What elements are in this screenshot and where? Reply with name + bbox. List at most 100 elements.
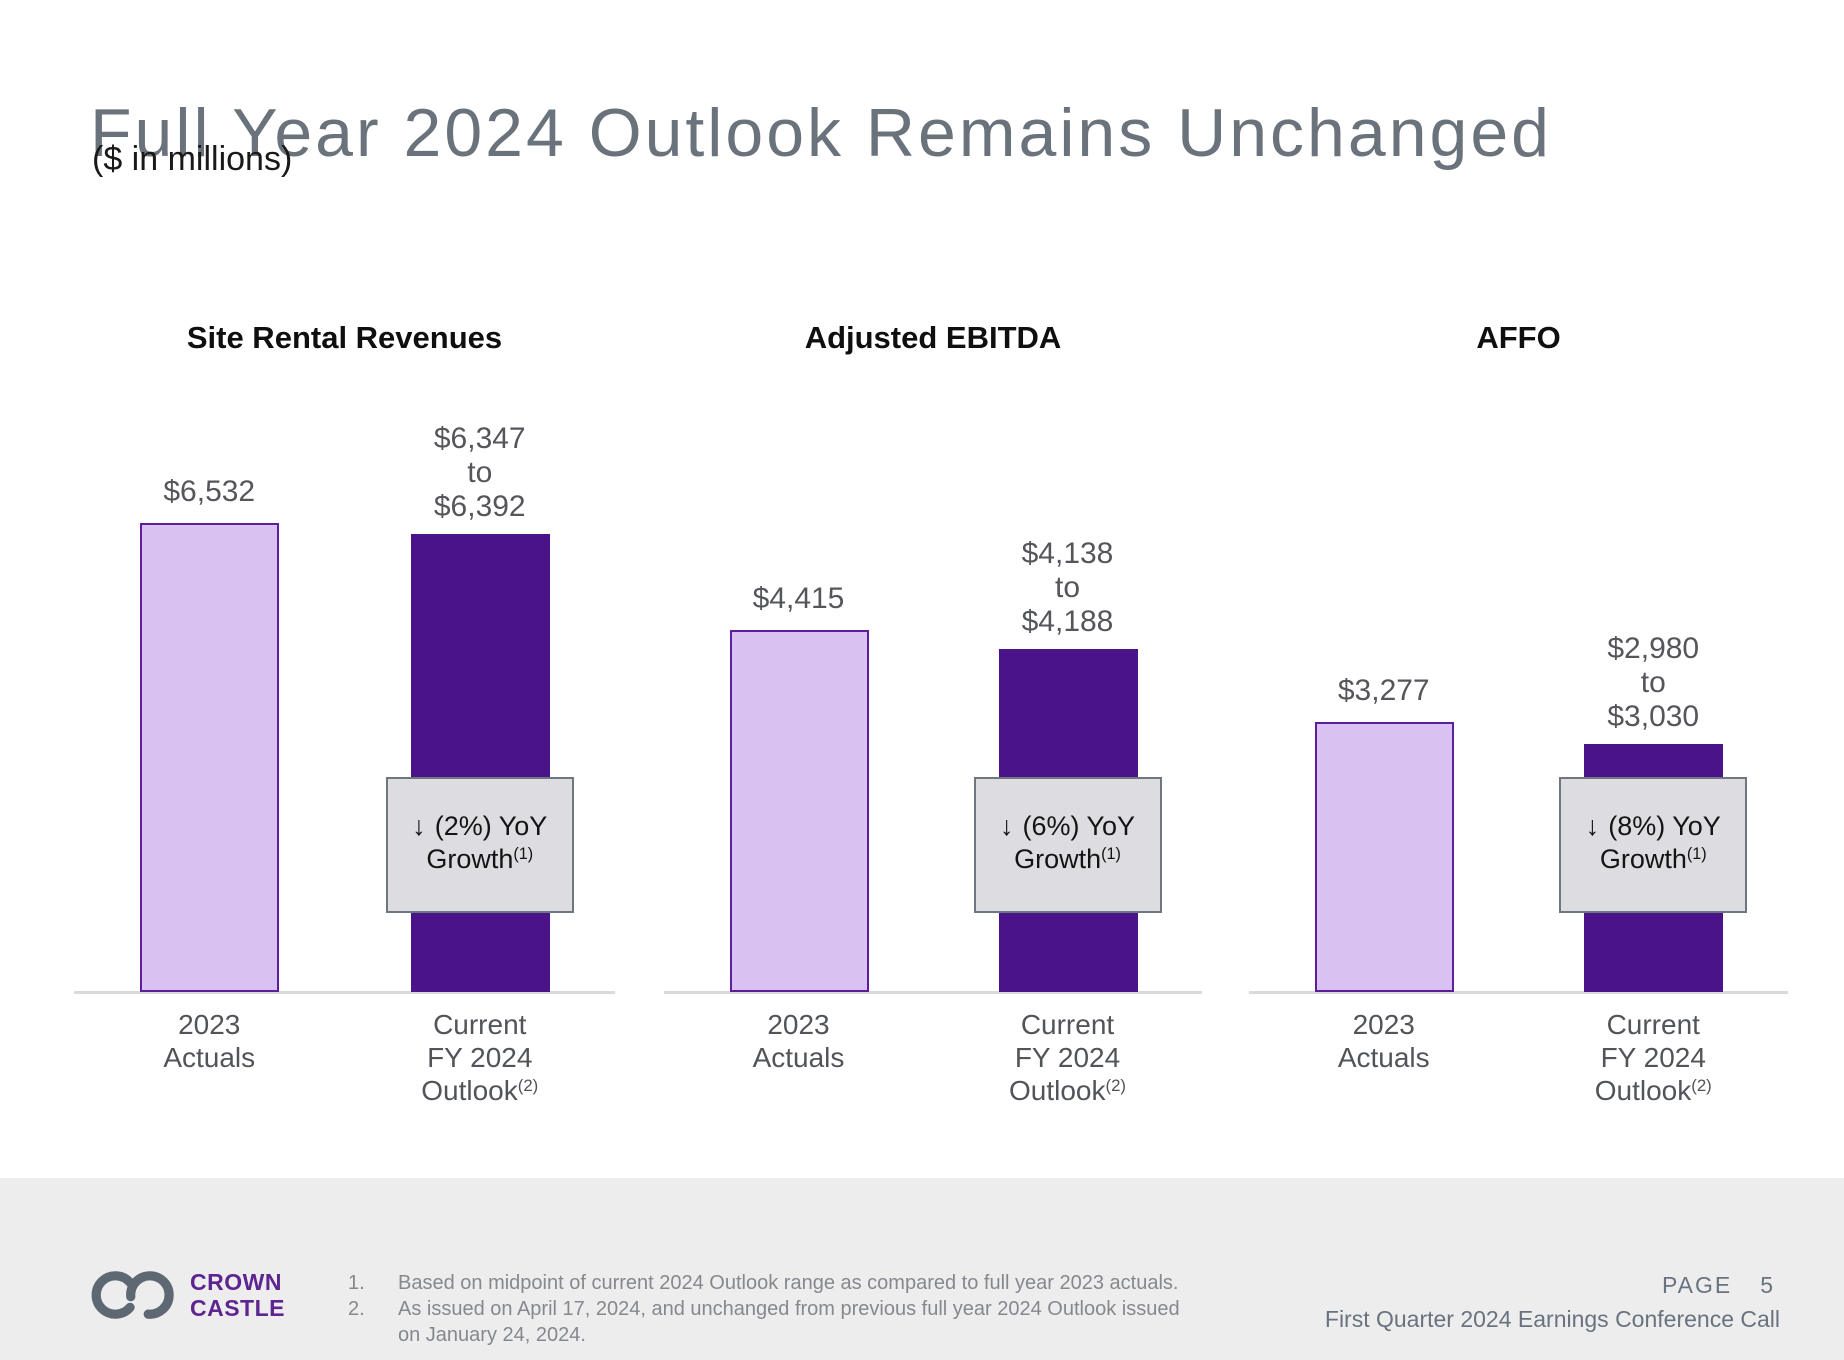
actual-value-label: $3,277 <box>1254 674 1514 708</box>
page-title: Full Year 2024 Outlook Remains Unchanged <box>90 94 1552 171</box>
wordmark-line: CASTLE <box>190 1295 285 1321</box>
range-to: to <box>1640 666 1666 699</box>
x-label-fy2024-outlook: Current FY 2024 Outlook(2) <box>938 1008 1198 1111</box>
x-axis-line <box>1249 991 1788 994</box>
chart-site-rental-revenues: Site Rental Revenues $6,532 $6,347 to $6… <box>74 0 615 1106</box>
growth-pct-text: (6%) YoY <box>1022 811 1136 841</box>
bar-actual <box>140 523 280 992</box>
x-label-2023-actuals: 2023 Actuals <box>669 1008 929 1074</box>
footnote-ref-1: (1) <box>1686 845 1707 864</box>
growth-line2: Growth(1) <box>1600 843 1707 880</box>
x-label-line: FY 2024 <box>427 1042 533 1073</box>
crown-castle-cc-icon <box>91 1271 174 1319</box>
bar-actual <box>1314 722 1454 992</box>
footnote-ref-2: (2) <box>517 1075 539 1095</box>
bar-actual <box>729 630 869 992</box>
x-label-outlook-word: Outlook <box>1008 1075 1106 1106</box>
yoy-growth-callout: ↓ (6%) YoY Growth(1) <box>973 777 1162 913</box>
footnote-ref-2: (2) <box>1105 1075 1126 1095</box>
growth-pct-text: (2%) YoY <box>434 811 548 841</box>
range-low: $4,138 <box>1021 537 1114 570</box>
footnote-ref-1: (1) <box>513 845 534 864</box>
down-arrow-icon: ↓ <box>412 811 426 841</box>
down-arrow-icon: ↓ <box>999 811 1014 841</box>
footnote-line: on January 24, 2024. <box>398 1324 586 1346</box>
range-to: to <box>1054 571 1081 604</box>
actual-value: $3,277 <box>1337 674 1430 707</box>
growth-line1: ↓ (6%) YoY <box>1000 810 1135 843</box>
x-label-line: Actuals <box>163 1042 256 1073</box>
outlook-range-label: $4,138 to $4,188 <box>938 537 1198 639</box>
x-label-line: Actuals <box>752 1042 845 1073</box>
actual-value-label: $4,415 <box>669 582 929 616</box>
footnote-line: As issued on April 17, 2024, and unchang… <box>398 1298 1180 1320</box>
chart-title: Site Rental Revenues <box>186 320 503 355</box>
footnote-ref-1: (1) <box>1101 845 1121 864</box>
footnote-2: 2. As issued on April 17, 2024, and unch… <box>348 1296 1180 1348</box>
chart-title: AFFO <box>1476 320 1561 355</box>
page-subtitle: ($ in millions) <box>92 140 293 178</box>
growth-line2: Growth(1) <box>426 843 533 880</box>
actual-value: $6,532 <box>163 475 256 508</box>
x-label-line: Current <box>1020 1009 1115 1040</box>
growth-pct-text: (8%) YoY <box>1608 811 1721 841</box>
x-label-line: Current <box>433 1009 527 1040</box>
actual-value-label: $6,532 <box>79 475 339 509</box>
x-label-line: Current <box>1606 1009 1700 1040</box>
wordmark-line: CROWN <box>190 1269 282 1295</box>
x-label-line: FY 2024 <box>1014 1042 1121 1073</box>
event-title: First Quarter 2024 Earnings Conference C… <box>1324 1306 1780 1332</box>
page-number: 5 <box>1760 1272 1776 1298</box>
range-to: to <box>467 456 493 489</box>
footnote-number: 2. <box>348 1298 365 1320</box>
growth-line2: Growth(1) <box>1014 843 1121 880</box>
x-label-2023-actuals: 2023 Actuals <box>79 1008 339 1074</box>
yoy-growth-callout: ↓ (2%) YoY Growth(1) <box>385 777 574 913</box>
chart-adjusted-ebitda: Adjusted EBITDA $4,415 $4,138 to $4,188 … <box>664 0 1202 1106</box>
bar-outlook <box>410 534 550 992</box>
x-label-line: Actuals <box>1337 1042 1430 1073</box>
chart-title: Adjusted EBITDA <box>804 320 1062 355</box>
yoy-growth-callout: ↓ (8%) YoY Growth(1) <box>1559 777 1748 913</box>
x-label-line: FY 2024 <box>1600 1042 1706 1073</box>
growth-word: Growth <box>426 844 514 874</box>
x-label-line: 2023 <box>767 1009 830 1040</box>
growth-word: Growth <box>1014 844 1102 874</box>
x-label-outlook-word: Outlook <box>421 1075 518 1106</box>
footnote-text: As issued on April 17, 2024, and unchang… <box>398 1296 1180 1348</box>
crown-castle-logo: CROWN CASTLE <box>90 1262 285 1328</box>
footnote-number: 1. <box>348 1272 365 1294</box>
page-label: PAGE <box>1662 1272 1733 1298</box>
x-label-fy2024-outlook: Current FY 2024 Outlook(2) <box>350 1008 610 1111</box>
growth-line1: ↓ (8%) YoY <box>1586 810 1721 843</box>
x-label-line: 2023 <box>178 1009 241 1040</box>
footnote-line: Based on midpoint of current 2024 Outloo… <box>398 1272 1179 1294</box>
x-label-line: Outlook(2) <box>938 1074 1198 1111</box>
range-high: $3,030 <box>1607 700 1700 733</box>
down-arrow-icon: ↓ <box>1585 811 1600 841</box>
footnote-1: 1. Based on midpoint of current 2024 Out… <box>348 1270 1180 1296</box>
outlook-range-label: $6,347 to $6,392 <box>350 422 610 524</box>
range-low: $2,980 <box>1607 632 1700 665</box>
growth-word: Growth <box>1599 844 1687 874</box>
x-label-fy2024-outlook: Current FY 2024 Outlook(2) <box>1523 1008 1783 1111</box>
range-low: $6,347 <box>433 422 526 455</box>
growth-line1: ↓ (2%) YoY <box>412 810 547 843</box>
x-label-line: Outlook(2) <box>1523 1074 1783 1111</box>
footnote-ref-2: (2) <box>1691 1075 1712 1095</box>
footnote-text: Based on midpoint of current 2024 Outloo… <box>398 1270 1178 1296</box>
footnotes: 1. Based on midpoint of current 2024 Out… <box>348 1270 1180 1348</box>
range-high: $6,392 <box>433 490 526 523</box>
x-axis-line <box>74 991 615 994</box>
x-label-2023-actuals: 2023 Actuals <box>1254 1008 1514 1074</box>
page-indicator: PAGE 5 <box>1662 1272 1775 1299</box>
range-high: $4,188 <box>1021 605 1114 638</box>
x-label-line: 2023 <box>1352 1009 1415 1040</box>
outlook-range-label: $2,980 to $3,030 <box>1523 632 1783 734</box>
chart-affo: AFFO $3,277 $2,980 to $3,030 ↓ (8%) YoY G… <box>1249 0 1788 1106</box>
x-label-outlook-word: Outlook <box>1594 1075 1692 1106</box>
crown-castle-wordmark: CROWN CASTLE <box>190 1269 285 1321</box>
x-label-line: Outlook(2) <box>350 1074 610 1111</box>
x-axis-line <box>664 991 1202 994</box>
